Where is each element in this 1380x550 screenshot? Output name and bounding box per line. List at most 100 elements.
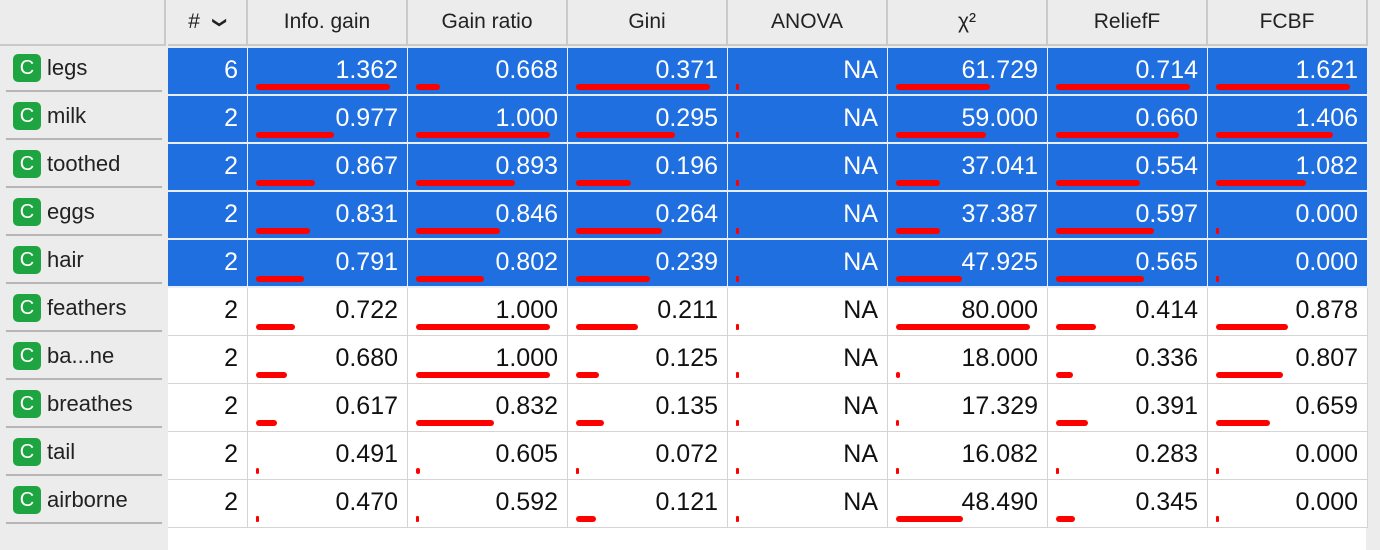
table-cell[interactable]: 0.722 bbox=[248, 288, 408, 336]
table-cell[interactable]: 0.414 bbox=[1048, 288, 1208, 336]
table-cell[interactable]: 0.295 bbox=[568, 96, 728, 144]
table-cell[interactable]: 0.345 bbox=[1048, 480, 1208, 528]
table-cell[interactable]: 0.000 bbox=[1208, 192, 1368, 240]
table-cell[interactable]: 0.592 bbox=[408, 480, 568, 528]
table-cell[interactable]: 0.565 bbox=[1048, 240, 1208, 288]
table-cell[interactable]: 0.000 bbox=[1208, 432, 1368, 480]
table-cell[interactable]: 0.831 bbox=[248, 192, 408, 240]
table-cell[interactable]: 0.680 bbox=[248, 336, 408, 384]
table-cell[interactable]: 0.714 bbox=[1048, 48, 1208, 96]
table-cell[interactable]: 0.000 bbox=[1208, 480, 1368, 528]
column-header-1[interactable]: Info. gain bbox=[248, 0, 408, 46]
table-cell[interactable]: 0.491 bbox=[248, 432, 408, 480]
table-cell[interactable]: NA bbox=[728, 384, 888, 432]
chevron-down-icon[interactable]: ❯ bbox=[212, 16, 229, 28]
table-cell[interactable]: 0.832 bbox=[408, 384, 568, 432]
table-cell[interactable]: NA bbox=[728, 480, 888, 528]
column-header-4[interactable]: ANOVA bbox=[728, 0, 888, 46]
table-cell[interactable]: 0.597 bbox=[1048, 192, 1208, 240]
table-cell[interactable]: 17.329 bbox=[888, 384, 1048, 432]
table-cell[interactable]: 0.470 bbox=[248, 480, 408, 528]
table-cell[interactable]: 0.668 bbox=[408, 48, 568, 96]
table-cell[interactable]: 2 bbox=[168, 336, 248, 384]
table-cell[interactable]: 2 bbox=[168, 96, 248, 144]
table-cell[interactable]: NA bbox=[728, 96, 888, 144]
table-cell[interactable]: 1.362 bbox=[248, 48, 408, 96]
table-cell[interactable]: 6 bbox=[168, 48, 248, 96]
table-cell[interactable]: 2 bbox=[168, 144, 248, 192]
table-cell[interactable]: 18.000 bbox=[888, 336, 1048, 384]
table-cell[interactable]: 0.264 bbox=[568, 192, 728, 240]
table-cell[interactable]: 0.135 bbox=[568, 384, 728, 432]
table-cell[interactable]: 37.041 bbox=[888, 144, 1048, 192]
table-cell[interactable]: 0.659 bbox=[1208, 384, 1368, 432]
table-cell[interactable]: 0.807 bbox=[1208, 336, 1368, 384]
table-cell[interactable]: 0.554 bbox=[1048, 144, 1208, 192]
table-cell[interactable]: 0.846 bbox=[408, 192, 568, 240]
table-cell[interactable]: 0.802 bbox=[408, 240, 568, 288]
table-cell[interactable]: 1.082 bbox=[1208, 144, 1368, 192]
table-cell[interactable]: 0.391 bbox=[1048, 384, 1208, 432]
table-cell[interactable]: 0.893 bbox=[408, 144, 568, 192]
table-cell[interactable]: 0.977 bbox=[248, 96, 408, 144]
table-cell[interactable]: 1.000 bbox=[408, 336, 568, 384]
table-cell[interactable]: 0.000 bbox=[1208, 240, 1368, 288]
table-cell[interactable]: NA bbox=[728, 48, 888, 96]
table-cell[interactable]: 1.621 bbox=[1208, 48, 1368, 96]
column-header-7[interactable]: FCBF bbox=[1208, 0, 1368, 46]
table-cell[interactable]: 0.239 bbox=[568, 240, 728, 288]
table-cell[interactable]: 59.000 bbox=[888, 96, 1048, 144]
table-cell[interactable]: 0.336 bbox=[1048, 336, 1208, 384]
table-cell[interactable]: 2 bbox=[168, 480, 248, 528]
table-cell[interactable]: 48.490 bbox=[888, 480, 1048, 528]
table-cell[interactable]: NA bbox=[728, 192, 888, 240]
column-header-6[interactable]: ReliefF bbox=[1048, 0, 1208, 46]
table-cell[interactable]: 0.791 bbox=[248, 240, 408, 288]
table-cell[interactable]: 0.617 bbox=[248, 384, 408, 432]
table-cell[interactable]: 47.925 bbox=[888, 240, 1048, 288]
table-cell[interactable]: NA bbox=[728, 240, 888, 288]
table-cell[interactable]: 2 bbox=[168, 192, 248, 240]
table-cell[interactable]: 1.406 bbox=[1208, 96, 1368, 144]
table-cell[interactable]: 2 bbox=[168, 240, 248, 288]
table-cell[interactable]: 2 bbox=[168, 288, 248, 336]
table-cell[interactable]: 0.125 bbox=[568, 336, 728, 384]
table-cell[interactable]: 80.000 bbox=[888, 288, 1048, 336]
table-cell[interactable]: 2 bbox=[168, 384, 248, 432]
table-cell[interactable]: 0.196 bbox=[568, 144, 728, 192]
table-cell[interactable]: 0.283 bbox=[1048, 432, 1208, 480]
column-header-0[interactable]: # ❯ bbox=[168, 0, 248, 46]
table-cell[interactable]: 0.660 bbox=[1048, 96, 1208, 144]
table-cell[interactable]: 1.000 bbox=[408, 96, 568, 144]
table-cell[interactable]: NA bbox=[728, 288, 888, 336]
cell-value: 0.597 bbox=[1135, 200, 1198, 228]
table-cell[interactable]: 2 bbox=[168, 432, 248, 480]
table-cell[interactable]: 37.387 bbox=[888, 192, 1048, 240]
table-cell[interactable]: NA bbox=[728, 336, 888, 384]
table-cell[interactable]: 0.211 bbox=[568, 288, 728, 336]
table-cell[interactable]: NA bbox=[728, 144, 888, 192]
column-header-2[interactable]: Gain ratio bbox=[408, 0, 568, 46]
table-cell[interactable]: 0.878 bbox=[1208, 288, 1368, 336]
table-cell[interactable]: 16.082 bbox=[888, 432, 1048, 480]
table-cell[interactable]: 1.000 bbox=[408, 288, 568, 336]
table-cell[interactable]: 0.867 bbox=[248, 144, 408, 192]
table-cell[interactable]: 0.605 bbox=[408, 432, 568, 480]
table-cell[interactable]: 61.729 bbox=[888, 48, 1048, 96]
table-cell[interactable]: NA bbox=[728, 432, 888, 480]
column-header-5[interactable]: χ² bbox=[888, 0, 1048, 46]
table-cell[interactable]: 0.371 bbox=[568, 48, 728, 96]
table-cell[interactable]: 0.121 bbox=[568, 480, 728, 528]
table-cell[interactable]: 0.072 bbox=[568, 432, 728, 480]
column-header-3[interactable]: Gini bbox=[568, 0, 728, 46]
